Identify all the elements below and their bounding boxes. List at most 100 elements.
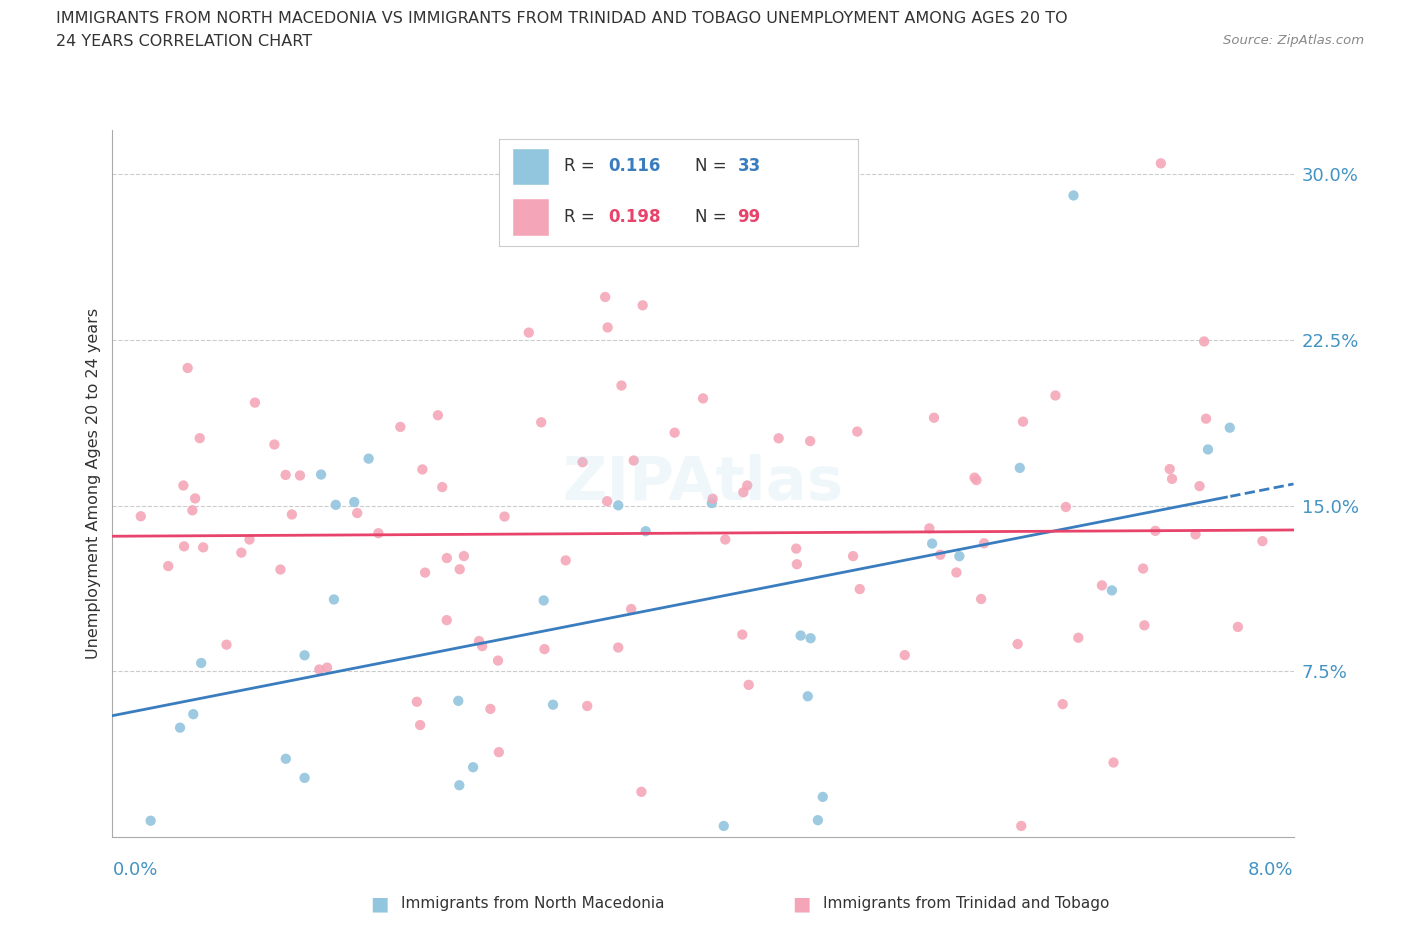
Point	[811, 790, 834, 804]
Point	[945, 565, 967, 580]
Point	[274, 751, 297, 766]
Point	[786, 557, 808, 572]
Point	[800, 631, 823, 645]
Text: N =: N =	[695, 157, 731, 175]
Point	[963, 471, 986, 485]
Point	[607, 640, 630, 655]
Point	[343, 495, 366, 510]
Point	[231, 545, 253, 560]
Text: 0.198: 0.198	[609, 207, 661, 225]
Point	[436, 613, 458, 628]
Point	[965, 472, 987, 487]
Point	[181, 503, 204, 518]
Point	[807, 813, 830, 828]
Point	[1197, 442, 1219, 457]
Point	[607, 498, 630, 512]
Point	[367, 525, 389, 540]
Point	[785, 541, 807, 556]
Point	[610, 379, 633, 393]
Text: 0.116: 0.116	[609, 157, 661, 175]
Point	[169, 720, 191, 735]
Point	[411, 462, 433, 477]
Point	[449, 777, 471, 792]
Point	[316, 660, 339, 675]
Point	[468, 633, 491, 648]
Point	[1012, 414, 1035, 429]
Point	[409, 718, 432, 733]
Point	[426, 408, 449, 423]
Point	[1063, 188, 1085, 203]
Point	[948, 549, 970, 564]
Point	[1192, 334, 1215, 349]
Point	[188, 431, 211, 445]
Point	[325, 498, 347, 512]
Point	[1132, 561, 1154, 576]
Point	[733, 485, 755, 499]
Point	[471, 639, 494, 654]
Point	[263, 437, 285, 452]
Point	[1102, 755, 1125, 770]
Point	[309, 467, 332, 482]
Point	[541, 698, 564, 712]
Point	[461, 760, 484, 775]
Point	[436, 551, 458, 565]
Point	[664, 425, 686, 440]
Point	[1195, 411, 1218, 426]
Text: 33: 33	[738, 157, 761, 175]
Point	[517, 326, 540, 340]
Point	[1054, 499, 1077, 514]
Point	[1052, 697, 1074, 711]
Point	[294, 770, 316, 785]
Point	[842, 549, 865, 564]
Point	[1007, 637, 1029, 652]
Point	[413, 565, 436, 580]
Point	[294, 648, 316, 663]
Point	[172, 478, 194, 493]
Point	[970, 591, 993, 606]
Point	[846, 424, 869, 439]
Point	[274, 468, 297, 483]
Point	[1144, 524, 1167, 538]
Text: 99: 99	[738, 207, 761, 225]
Point	[768, 431, 790, 445]
Point	[193, 540, 215, 555]
Point	[1101, 583, 1123, 598]
Text: ■: ■	[370, 895, 389, 913]
Point	[593, 289, 616, 304]
Point	[533, 642, 555, 657]
Point	[1188, 479, 1211, 494]
Point	[346, 506, 368, 521]
Point	[1251, 534, 1274, 549]
Point	[389, 419, 412, 434]
Text: Immigrants from Trinidad and Tobago: Immigrants from Trinidad and Tobago	[823, 897, 1109, 911]
Point	[918, 521, 941, 536]
Point	[596, 494, 619, 509]
Point	[571, 455, 593, 470]
Point	[181, 707, 204, 722]
Point	[357, 451, 380, 466]
Point	[176, 361, 198, 376]
Point	[554, 553, 576, 568]
Point	[243, 395, 266, 410]
Point	[576, 698, 599, 713]
Point	[922, 410, 945, 425]
Point	[494, 509, 516, 524]
Point	[1161, 472, 1184, 486]
Point	[281, 507, 304, 522]
Point	[129, 509, 152, 524]
Point	[533, 593, 555, 608]
Point	[530, 415, 553, 430]
Text: 8.0%: 8.0%	[1249, 860, 1294, 879]
Point	[405, 695, 427, 710]
Point	[1133, 618, 1156, 632]
Point	[453, 549, 475, 564]
Point	[308, 662, 330, 677]
Point	[735, 478, 758, 493]
Text: 24 YEARS CORRELATION CHART: 24 YEARS CORRELATION CHART	[56, 34, 312, 49]
Point	[1159, 461, 1181, 476]
Point	[702, 491, 724, 506]
Point	[929, 548, 952, 563]
Point	[486, 653, 509, 668]
Point	[269, 562, 291, 577]
Text: Source: ZipAtlas.com: Source: ZipAtlas.com	[1223, 34, 1364, 47]
